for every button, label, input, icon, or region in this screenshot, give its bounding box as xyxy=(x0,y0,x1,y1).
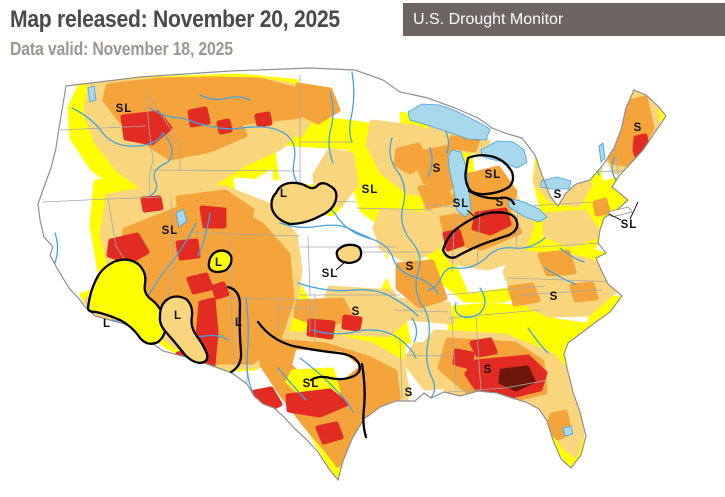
long-term-outline-arizona xyxy=(158,295,209,365)
long-term-outline-texas-south xyxy=(360,362,368,439)
puget-sound xyxy=(87,85,97,103)
label-leader-line xyxy=(466,209,477,219)
drought-areas-d4 xyxy=(498,365,536,392)
drought-label-l-13: L xyxy=(215,257,223,269)
drought-label-s-8: S xyxy=(554,189,563,201)
long-term-outline-michigan-band xyxy=(467,189,516,206)
label-leader-line xyxy=(335,260,347,271)
long-term-outline-ohio-valley xyxy=(441,211,519,259)
drought-label-s-2: S xyxy=(433,163,442,175)
drought-label-sl-18: SL xyxy=(303,378,320,390)
great-salt-lake xyxy=(175,208,188,228)
drought-areas-d3 xyxy=(106,106,652,445)
lake-superior xyxy=(407,103,491,141)
drought-type-outlines xyxy=(86,154,519,439)
drought-label-s-1: S xyxy=(634,122,643,134)
label-leader-line xyxy=(608,213,622,221)
drought-label-s-17: S xyxy=(352,306,361,318)
drought-label-sl-5: SL xyxy=(485,169,502,181)
long-term-outline-utah xyxy=(207,249,233,274)
lake-ontario xyxy=(540,176,572,190)
lakes xyxy=(87,85,606,437)
long-term-outline-michigan-north xyxy=(464,154,515,196)
lake-huron xyxy=(480,140,528,169)
drought-label-s-21: S xyxy=(550,291,559,303)
us-border xyxy=(37,67,667,482)
drought-label-l-15: L xyxy=(174,310,182,322)
map-released-title: Map released: November 20, 2025 xyxy=(10,6,340,33)
drought-label-sl-9: SL xyxy=(621,219,638,231)
lake-okeechobee xyxy=(562,425,574,437)
header: Map released: November 20, 2025 Data val… xyxy=(10,6,385,60)
drought-label-s-20: S xyxy=(484,364,493,376)
drought-label-s-6: S xyxy=(496,197,505,209)
data-valid-subtitle: Data valid: November 18, 2025 xyxy=(10,39,233,59)
drought-label-s-11: S xyxy=(406,261,415,273)
drought-label-l-16: L xyxy=(235,317,243,329)
rivers xyxy=(54,71,617,413)
drought-label-sl-0: SL xyxy=(116,103,133,115)
lake-michigan xyxy=(447,149,472,218)
drought-label-sl-3: SL xyxy=(362,184,379,196)
drought-label-s-19: S xyxy=(405,387,414,399)
long-term-outline-dakotas xyxy=(270,181,338,226)
long-term-outline-new-mexico xyxy=(226,285,243,374)
long-term-outline-texas-hook xyxy=(256,320,361,382)
lake-champlain xyxy=(598,142,606,163)
drought-label-sl-12: SL xyxy=(162,225,179,237)
lake-erie xyxy=(507,197,548,223)
drought-label-l-14: L xyxy=(103,318,111,330)
usdm-badge[interactable]: U.S. Drought Monitor xyxy=(403,3,725,36)
drought-type-labels: SL S S SL L SL S SL S SL SL S SL L L L L S SL S S S xyxy=(103,103,643,399)
label-leader-line xyxy=(629,201,639,220)
long-term-outline-nebraska xyxy=(335,243,363,265)
usdm-badge-label: U.S. Drought Monitor xyxy=(413,11,564,28)
drought-label-l-4: L xyxy=(280,188,288,200)
drought-label-sl-10: SL xyxy=(322,268,339,280)
drought-label-sl-7: SL xyxy=(453,198,470,210)
